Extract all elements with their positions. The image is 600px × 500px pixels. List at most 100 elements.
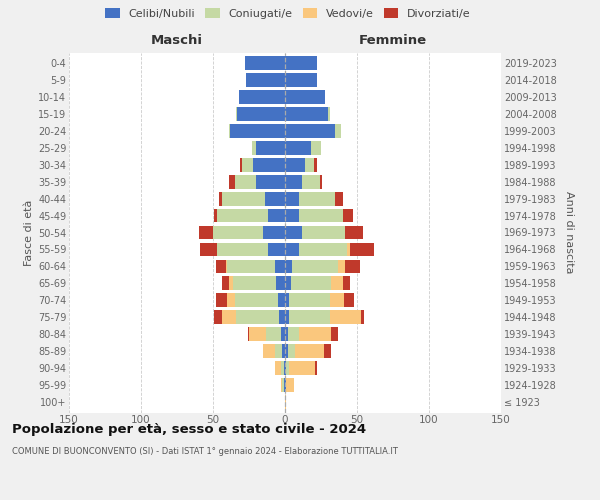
Bar xyxy=(256,174,285,188)
Bar xyxy=(275,260,285,274)
Bar xyxy=(344,294,354,308)
Bar xyxy=(278,294,285,308)
Bar xyxy=(285,124,335,138)
Y-axis label: Anni di nascita: Anni di nascita xyxy=(563,191,574,274)
Bar xyxy=(343,208,353,222)
Bar xyxy=(200,242,217,256)
Bar xyxy=(239,90,285,104)
Bar xyxy=(245,56,285,70)
Bar xyxy=(229,174,235,188)
Bar xyxy=(217,242,268,256)
Bar xyxy=(285,56,317,70)
Bar xyxy=(285,242,299,256)
Bar xyxy=(275,362,281,376)
Bar xyxy=(331,328,338,342)
Bar xyxy=(281,328,285,342)
Bar xyxy=(315,362,317,376)
Bar xyxy=(289,310,329,324)
Bar xyxy=(277,276,285,290)
Bar xyxy=(299,192,335,205)
Bar xyxy=(320,174,322,188)
Bar xyxy=(214,310,221,324)
Bar xyxy=(288,344,295,358)
Bar xyxy=(230,124,285,138)
Bar xyxy=(285,310,289,324)
Bar xyxy=(292,260,338,274)
Bar xyxy=(216,294,227,308)
Bar xyxy=(285,362,286,376)
Bar xyxy=(265,192,285,205)
Bar xyxy=(248,328,249,342)
Bar xyxy=(275,344,282,358)
Text: COMUNE DI BUONCONVENTO (SI) - Dati ISTAT 1° gennaio 2024 - Elaborazione TUTTITAL: COMUNE DI BUONCONVENTO (SI) - Dati ISTAT… xyxy=(12,448,398,456)
Bar xyxy=(285,192,299,205)
Bar xyxy=(347,242,350,256)
Bar xyxy=(252,140,256,154)
Legend: Celibi/Nubili, Coniugati/e, Vedovi/e, Divorziati/e: Celibi/Nubili, Coniugati/e, Vedovi/e, Di… xyxy=(105,8,471,19)
Bar xyxy=(219,192,221,205)
Bar xyxy=(285,260,292,274)
Bar xyxy=(285,90,325,104)
Bar xyxy=(289,294,329,308)
Bar xyxy=(256,140,285,154)
Bar xyxy=(329,294,344,308)
Bar xyxy=(285,72,317,86)
Bar xyxy=(331,276,343,290)
Text: Femmine: Femmine xyxy=(359,34,427,46)
Bar xyxy=(221,276,229,290)
Bar xyxy=(229,124,230,138)
Bar xyxy=(350,242,374,256)
Bar xyxy=(285,226,302,239)
Bar xyxy=(242,158,253,172)
Bar xyxy=(263,344,275,358)
Bar xyxy=(221,310,236,324)
Bar xyxy=(335,124,341,138)
Bar xyxy=(285,344,288,358)
Bar xyxy=(246,72,285,86)
Bar xyxy=(236,106,238,120)
Bar xyxy=(346,260,360,274)
Bar xyxy=(279,310,285,324)
Bar xyxy=(302,226,346,239)
Bar xyxy=(216,260,226,274)
Bar xyxy=(282,344,285,358)
Bar xyxy=(268,242,285,256)
Bar xyxy=(249,328,266,342)
Bar xyxy=(295,344,324,358)
Bar xyxy=(221,192,265,205)
Bar xyxy=(286,378,293,392)
Bar xyxy=(284,378,285,392)
Bar xyxy=(285,328,288,342)
Bar xyxy=(314,158,317,172)
Bar xyxy=(305,158,314,172)
Bar xyxy=(214,208,217,222)
Bar xyxy=(199,226,213,239)
Text: Maschi: Maschi xyxy=(151,34,203,46)
Y-axis label: Fasce di età: Fasce di età xyxy=(23,200,34,266)
Bar xyxy=(253,158,285,172)
Bar xyxy=(263,226,285,239)
Bar xyxy=(299,328,331,342)
Bar xyxy=(285,208,299,222)
Bar xyxy=(299,208,343,222)
Bar xyxy=(311,140,321,154)
Bar xyxy=(281,362,284,376)
Bar xyxy=(343,276,350,290)
Bar xyxy=(236,310,279,324)
Bar xyxy=(284,362,285,376)
Bar xyxy=(285,378,286,392)
Bar xyxy=(217,208,268,222)
Bar xyxy=(285,140,311,154)
Bar xyxy=(299,242,347,256)
Bar xyxy=(285,276,291,290)
Bar xyxy=(235,294,278,308)
Bar xyxy=(328,106,329,120)
Bar xyxy=(286,362,289,376)
Bar xyxy=(335,192,343,205)
Bar xyxy=(329,310,361,324)
Bar xyxy=(241,158,242,172)
Bar xyxy=(302,174,320,188)
Bar xyxy=(361,310,364,324)
Bar xyxy=(233,276,277,290)
Bar xyxy=(266,328,281,342)
